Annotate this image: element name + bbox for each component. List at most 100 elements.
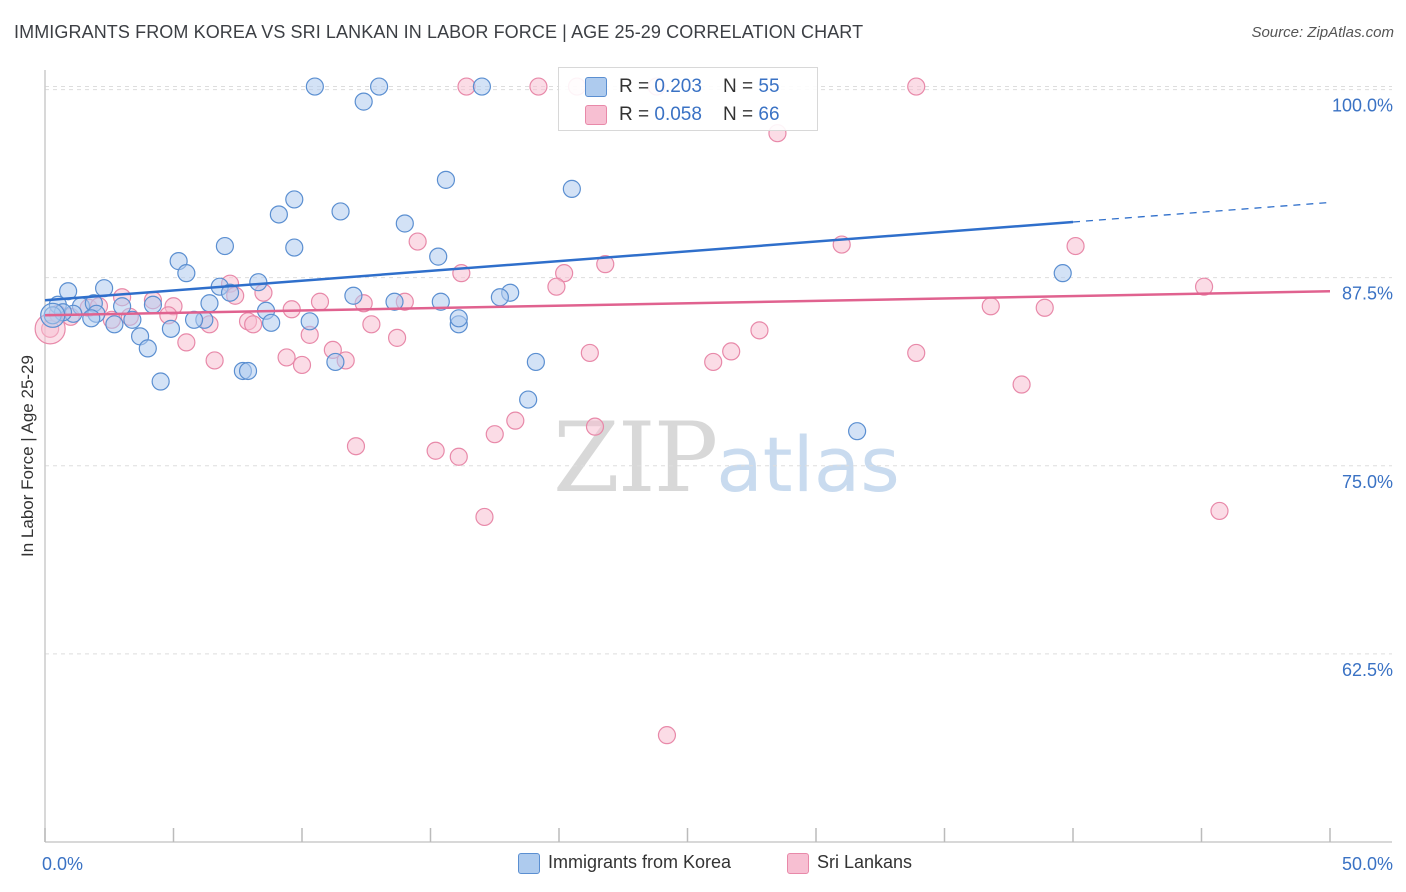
legend-r-label: R = [619,104,655,125]
korea-point [238,361,258,381]
srilanka-point [277,348,296,367]
bottom-legend-label-korea: Immigrants from Korea [548,852,732,872]
srilanka-point [750,321,769,340]
korea-point [138,339,157,358]
korea-point [105,315,124,334]
korea-point [436,170,456,189]
srilanka-point [387,328,407,347]
korea-point [220,283,240,302]
y-tick-label: 87.5% [1342,284,1393,304]
korea-point [305,77,324,96]
watermark-atlas: atlas [716,420,900,509]
legend-n-value-srilanka: 66 [758,104,780,125]
korea-point [344,286,363,305]
srilanka-point [457,77,476,96]
bottom-legend-label-srilanka: Sri Lankans [817,852,913,872]
source-label: Source: ZipAtlas.com [1251,24,1394,41]
korea-trend-line [44,220,1074,302]
srilanka-point [704,352,723,372]
series-srilanka-points [34,77,1229,745]
legend-n-label: N = [723,104,759,125]
legend-r-value-srilanka: 0.058 [654,104,702,125]
korea-point [472,77,491,96]
korea-trend-extension [1072,201,1331,223]
axes [44,70,1392,843]
korea-point [143,295,163,314]
trend-lines [44,201,1331,317]
korea-point [161,319,181,338]
srilanka-point [1210,501,1229,521]
correlation-legend: R = 0.203 N = 55 R = 0.058 N = 66 [558,67,818,131]
korea-point [262,313,281,332]
srilanka-point [907,343,926,363]
zipatlas-watermark: ZIPatlas [553,402,900,514]
srilanka-point [177,333,196,352]
legend-n-value-korea: 55 [758,76,780,97]
srilanka-point [1035,298,1054,317]
korea-point [385,292,404,311]
srilanka-point [529,77,548,96]
korea-point [848,422,867,441]
srilanka-point [362,315,381,334]
srilanka-point [426,441,445,460]
srilanka-point [547,277,566,296]
srilanka-point [907,77,926,96]
y-tick-label: 100.0% [1332,96,1393,116]
korea-point [215,236,234,256]
korea-point [449,309,468,328]
bottom-legend-swatch-srilanka [787,853,809,874]
korea-point [123,310,142,329]
korea-point [269,205,288,224]
series-korea-points [40,77,1072,441]
korea-point [1053,264,1072,283]
srilanka-point [449,447,468,466]
srilanka-point [722,342,741,361]
srilanka-point [244,315,263,334]
legend-r-value-korea: 0.203 [654,76,702,97]
srilanka-point [485,425,504,444]
bottom-legend-swatch-korea [518,853,540,874]
korea-point [431,292,450,311]
korea-point [82,309,101,328]
korea-point [285,238,304,257]
y-tick-label: 62.5% [1342,660,1393,680]
srilanka-point [1012,375,1031,394]
legend-swatch-korea [585,77,607,97]
korea-point [151,372,170,391]
legend-swatch-srilanka [585,105,607,125]
srilanka-point [205,351,224,370]
korea-point [370,77,389,96]
watermark-zip: ZIP [553,402,718,514]
srilanka-point [292,355,312,375]
srilanka-point [1194,277,1214,296]
srilanka-point [310,292,330,311]
korea-point [331,202,350,221]
srilanka-point [506,411,525,430]
srilanka-point [555,264,574,283]
y-axis-title: In Labor Force | Age 25-29 [18,355,37,557]
srilanka-point [596,255,615,274]
korea-point [395,214,414,233]
korea-point [526,352,545,372]
tick-labels: 62.5% 75.0% 87.5% 100.0% 0.0% 50.0% [42,96,1393,874]
korea-point [300,312,319,331]
korea-point [429,247,448,266]
korea-point [249,273,268,292]
korea-point [177,264,196,283]
korea-point [490,288,509,307]
srilanka-point [580,343,599,363]
srilanka-point [585,417,605,436]
korea-point [200,294,219,313]
x-tick-label: 50.0% [1342,854,1393,874]
korea-point [519,390,538,409]
legend-r-label: R = [619,76,655,97]
srilanka-trend-line [44,289,1331,317]
srilanka-point [408,232,427,251]
x-tick-label: 0.0% [42,854,83,874]
korea-point [562,179,581,198]
srilanka-point [475,507,494,527]
y-tick-label: 75.0% [1342,472,1393,492]
srilanka-point [346,437,366,456]
srilanka-point [981,297,1000,316]
